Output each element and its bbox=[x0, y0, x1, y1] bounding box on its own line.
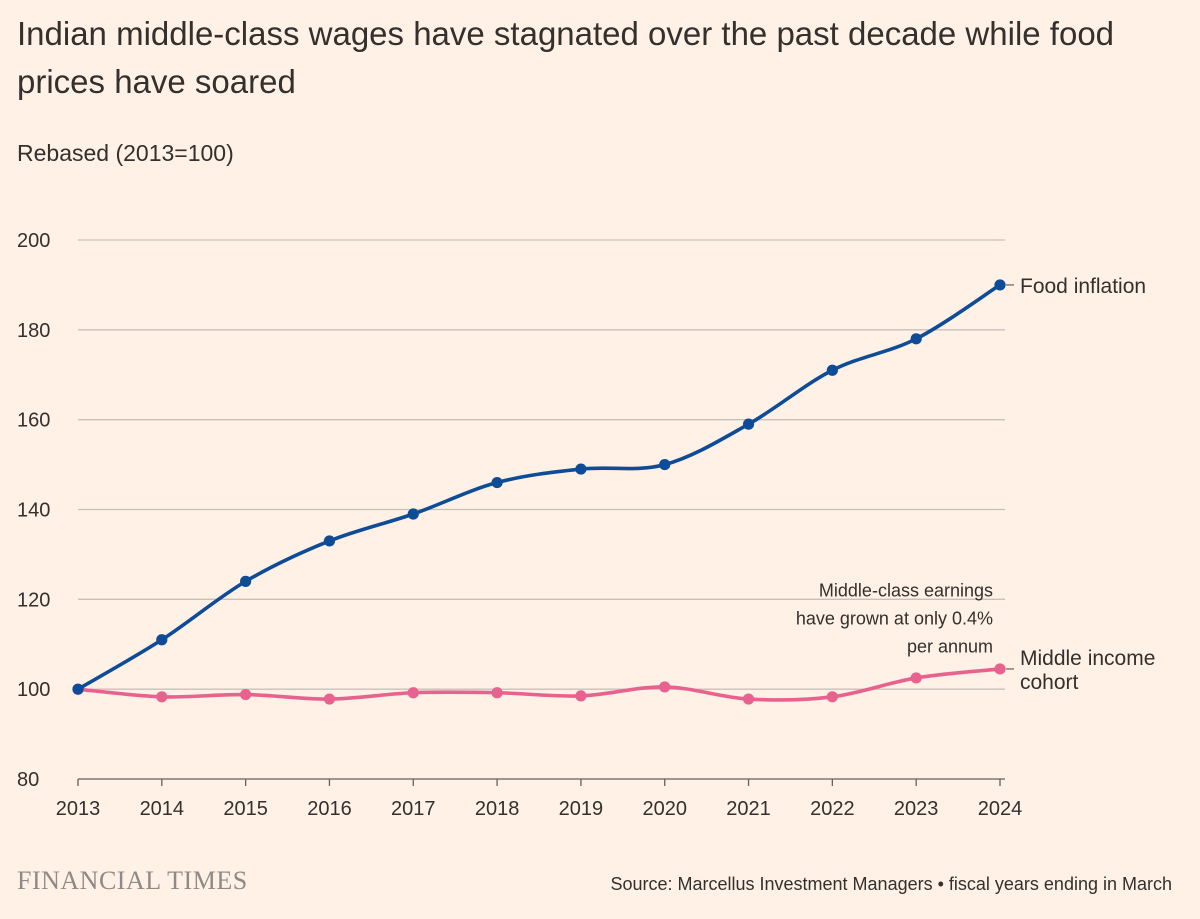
y-tick-label: 140 bbox=[17, 500, 50, 522]
x-tick-label: 2016 bbox=[307, 798, 352, 820]
y-tick-label: 120 bbox=[17, 589, 50, 611]
series-label-middle-income-line: cohort bbox=[1020, 671, 1079, 694]
series-layer bbox=[72, 279, 1006, 705]
data-point bbox=[240, 575, 252, 587]
data-point bbox=[659, 458, 671, 471]
data-point bbox=[742, 418, 755, 430]
chart-subtitle: Rebased (2013=100) bbox=[17, 140, 234, 166]
x-tick-label: 2022 bbox=[810, 798, 855, 820]
source-note: Source: Marcellus Investment Managers • … bbox=[610, 874, 1172, 894]
x-tick-label: 2024 bbox=[978, 798, 1023, 820]
grid-layer bbox=[78, 239, 1005, 690]
series-label-food-inflation: Food inflation bbox=[1020, 275, 1146, 298]
data-point bbox=[156, 634, 168, 646]
data-point bbox=[910, 333, 922, 345]
data-point bbox=[72, 683, 84, 695]
data-point bbox=[659, 681, 671, 693]
chart-title: Indian middle-class wages have stagnated… bbox=[17, 15, 1115, 100]
axis-layer: 80 100 120 140 160 180 200 2013 2014 2015 2016 2017… bbox=[17, 230, 1022, 820]
data-point bbox=[742, 693, 755, 705]
data-point bbox=[575, 690, 587, 702]
x-tick-label: 2019 bbox=[559, 798, 604, 820]
x-tick-label: 2015 bbox=[223, 798, 268, 820]
x-tick-label: 2021 bbox=[726, 798, 771, 820]
data-point bbox=[575, 463, 587, 475]
annotation-line: have grown at only 0.4% bbox=[796, 608, 993, 628]
y-tick-label: 100 bbox=[17, 679, 50, 701]
data-point bbox=[491, 687, 503, 699]
data-point bbox=[826, 364, 838, 376]
data-point bbox=[240, 688, 252, 701]
x-tick-label: 2023 bbox=[894, 798, 939, 820]
series-label-middle-income-line: Middle income bbox=[1020, 647, 1155, 670]
data-point bbox=[323, 693, 336, 705]
data-point bbox=[407, 687, 419, 699]
x-tick-label: 2014 bbox=[140, 798, 185, 820]
data-point bbox=[994, 663, 1006, 675]
y-tick-label: 160 bbox=[17, 410, 50, 432]
series-line bbox=[76, 667, 1002, 702]
data-point bbox=[826, 691, 838, 703]
x-tick-label: 2020 bbox=[642, 798, 687, 820]
x-tick-label: 2017 bbox=[391, 798, 436, 820]
y-tick-label: 80 bbox=[17, 769, 39, 791]
data-point bbox=[407, 508, 419, 520]
annotation-line: per annum bbox=[907, 636, 993, 656]
data-point bbox=[994, 279, 1006, 291]
data-point bbox=[323, 535, 336, 547]
series-line bbox=[76, 283, 1002, 691]
annotation-line: Middle-class earnings bbox=[819, 580, 993, 600]
y-tick-label: 180 bbox=[17, 320, 50, 342]
x-tick-label: 2018 bbox=[475, 798, 520, 820]
x-tick-label: 2013 bbox=[56, 798, 101, 820]
data-point bbox=[156, 691, 168, 703]
data-point bbox=[491, 476, 503, 489]
ft-logo: FINANCIAL TIMES bbox=[17, 866, 248, 895]
data-point bbox=[910, 672, 922, 684]
y-tick-label: 200 bbox=[17, 230, 50, 252]
